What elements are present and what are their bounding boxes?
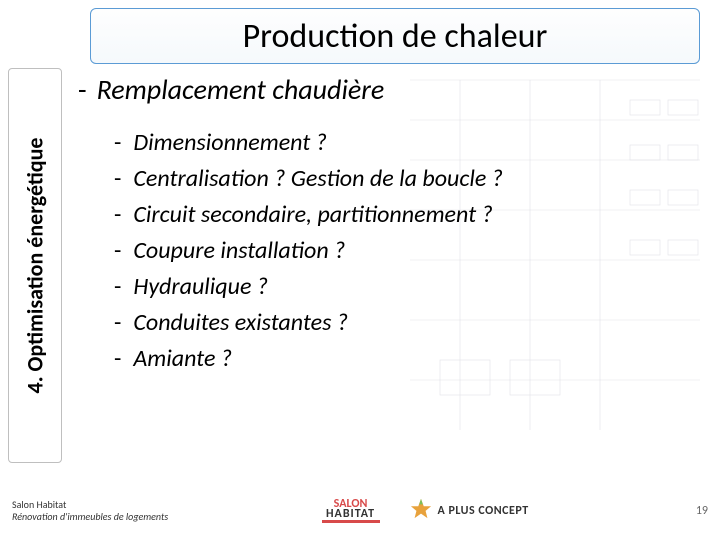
list-item: -Dimensionnement ? [114,125,700,161]
list-item: -Amiante ? [114,341,700,377]
bullet-text: Dimensionnement ? [133,125,327,161]
bullet-dash: - [78,72,87,107]
content-area: - Remplacement chaudière -Dimensionnemen… [78,72,700,377]
logo-text-bottom: HABITAT [326,509,375,519]
bullet-text: Amiante ? [133,341,232,377]
list-item: -Conduites existantes ? [114,305,700,341]
bullet-text: Hydraulique ? [133,269,268,305]
list-item: -Circuit secondaire, partitionnement ? [114,197,700,233]
sub-bullet-list: -Dimensionnement ? -Centralisation ? Ges… [114,125,700,377]
bullet-text: Circuit secondaire, partitionnement ? [133,197,492,233]
bullet-text: Centralisation ? Gestion de la boucle ? [133,161,503,197]
aplus-concept-logo: A PLUS CONCEPT [410,498,529,525]
main-bullet-text: Remplacement chaudière [97,72,385,107]
bullet-text: Conduites existantes ? [133,305,348,341]
section-tab-label: 4. Optimisation énergétique [22,138,49,394]
logo-bar [322,520,380,523]
main-bullet: - Remplacement chaudière [78,72,700,107]
bullet-text: Coupure installation ? [133,233,345,269]
star-icon [410,498,432,525]
slide-title: Production de chaleur [243,16,548,57]
page-number: 19 [682,504,708,518]
slide-title-box: Production de chaleur [90,8,700,64]
footer-line2: Rénovation d'immeubles de logements [12,511,168,523]
list-item: -Hydraulique ? [114,269,700,305]
footer: Salon Habitat Rénovation d'immeubles de … [12,492,708,530]
list-item: -Coupure installation ? [114,233,700,269]
section-tab: 4. Optimisation énergétique [8,68,62,463]
list-item: -Centralisation ? Gestion de la boucle ? [114,161,700,197]
salon-habitat-logo: SALON HABITAT [322,499,380,523]
footer-logos: SALON HABITAT A PLUS CONCEPT [322,498,529,525]
logo-text: A PLUS CONCEPT [438,504,529,518]
footer-text: Salon Habitat Rénovation d'immeubles de … [12,499,168,523]
